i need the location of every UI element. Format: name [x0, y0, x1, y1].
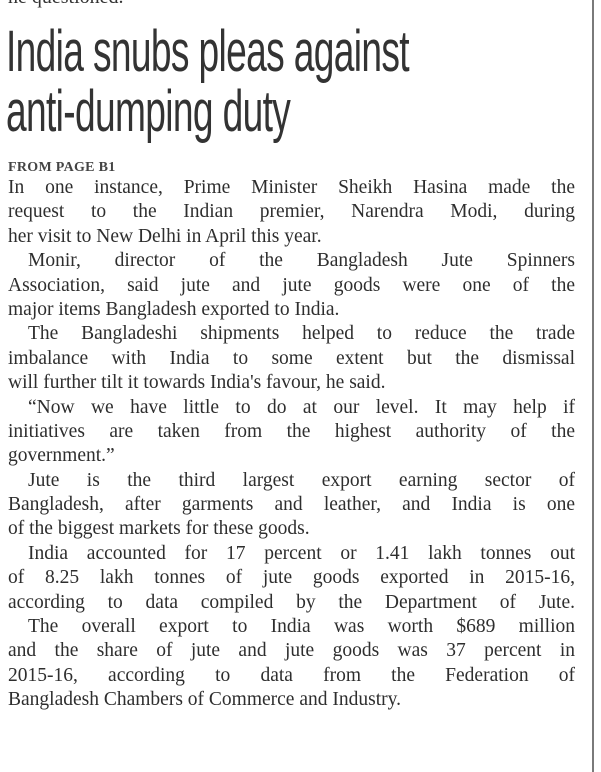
paragraph: Monir, director of the Bangladesh Jute S…	[8, 249, 575, 322]
text-line: In one instance, Prime Minister Sheikh H…	[8, 177, 575, 198]
text-line: will further tilt it towards India's fav…	[8, 372, 386, 394]
text-line: imbalance with India to some extent but …	[8, 347, 575, 369]
article-body: In one instance, Prime Minister Sheikh H…	[8, 176, 575, 713]
paragraph: Jute is the third largest export earning…	[8, 469, 575, 542]
paragraph: The Bangladeshi shipments helped to redu…	[8, 322, 575, 395]
column-rule	[592, 0, 594, 772]
text-line: request to the Indian premier, Narendra …	[8, 201, 575, 223]
text-line: Bangladesh, after garments and leather, …	[8, 494, 575, 516]
text-line: Bangladesh Chambers of Commerce and Indu…	[8, 689, 401, 711]
paragraph: In one instance, Prime Minister Sheikh H…	[8, 176, 575, 249]
text-line: her visit to New Delhi in April this yea…	[8, 225, 322, 247]
headline-line: India snubs pleas against	[6, 19, 410, 84]
text-line: The overall export to India was worth $6…	[28, 616, 575, 638]
text-line: 2015-16, according to data from the Fede…	[8, 664, 575, 686]
paragraph: The overall export to India was worth $6…	[8, 615, 575, 713]
text-line: according to data compiled by the Depart…	[8, 591, 575, 613]
text-line: of the biggest markets for these goods.	[8, 518, 310, 540]
previous-article-tail: he questioned.	[8, 0, 124, 9]
text-line: Jute is the third largest export earning…	[28, 469, 575, 491]
headline: India snubs pleas against anti-dumping d…	[6, 22, 454, 142]
text-line: “Now we have little to do at our level. …	[28, 396, 575, 418]
paragraph: India accounted for 17 percent or 1.41 l…	[8, 542, 575, 615]
text-line: of 8.25 lakh tonnes of jute goods export…	[8, 567, 575, 589]
text-line: Monir, director of the Bangladesh Jute S…	[28, 250, 575, 272]
continuation-kicker: FROM PAGE B1	[8, 160, 116, 175]
headline-line: anti-dumping duty	[6, 79, 291, 144]
text-line: major items Bangladesh exported to India…	[8, 298, 340, 320]
paragraph: “Now we have little to do at our level. …	[8, 396, 575, 469]
text-line: government.”	[8, 445, 115, 467]
text-line: India accounted for 17 percent or 1.41 l…	[28, 542, 575, 564]
text-line: initiatives are taken from the highest a…	[8, 420, 575, 442]
text-line: Association, said jute and jute goods we…	[8, 274, 575, 296]
text-line: The Bangladeshi shipments helped to redu…	[28, 323, 575, 345]
text-line: and the share of jute and jute goods was…	[8, 640, 575, 662]
